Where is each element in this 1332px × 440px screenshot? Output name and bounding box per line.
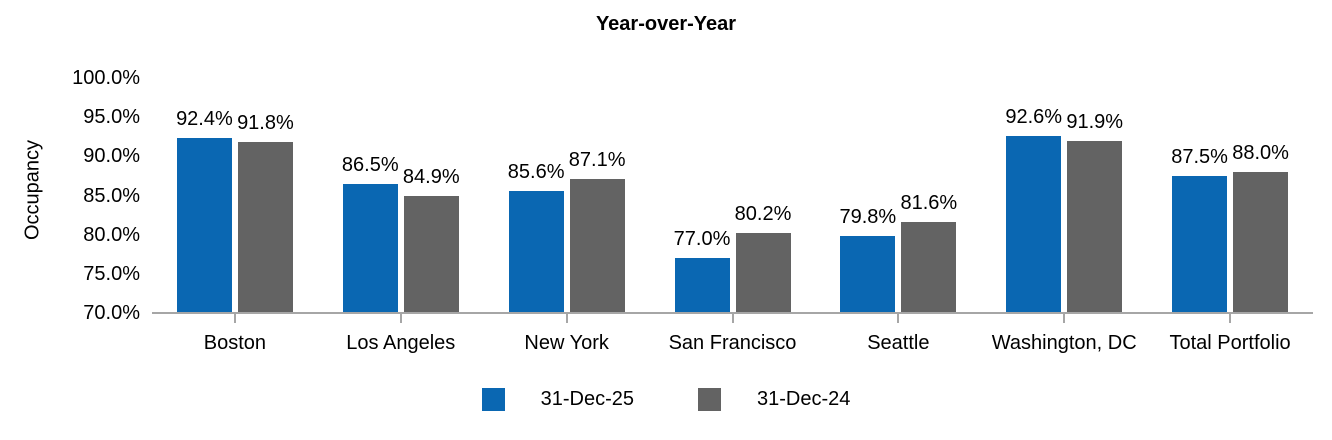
bar-31-Dec-24 bbox=[569, 179, 625, 314]
legend-swatch-31-Dec-25 bbox=[481, 388, 505, 411]
category-label: Seattle bbox=[867, 332, 930, 354]
x-axis-tick bbox=[399, 313, 402, 323]
y-tick-label: 85.0% bbox=[83, 184, 140, 207]
bar-31-Dec-24 bbox=[1233, 172, 1289, 314]
legend: 31-Dec-25 31-Dec-24 bbox=[0, 388, 1332, 411]
category-label: New York bbox=[524, 332, 609, 354]
bar-31-Dec-24 bbox=[403, 196, 459, 314]
data-label: 87.5% bbox=[1171, 145, 1228, 168]
data-label: 84.9% bbox=[402, 166, 460, 189]
bar-31-Dec-25 bbox=[508, 190, 564, 314]
x-axis-tick bbox=[897, 313, 900, 323]
bar-31-Dec-25 bbox=[1172, 175, 1228, 314]
x-axis-tick bbox=[1063, 313, 1066, 323]
bar-31-Dec-24 bbox=[735, 233, 791, 314]
bar-31-Dec-25 bbox=[674, 258, 730, 314]
legend-swatch-31-Dec-24 bbox=[698, 388, 721, 411]
bar-31-Dec-24 bbox=[901, 222, 957, 314]
x-axis-tick bbox=[565, 313, 568, 323]
category-label: San Francisco bbox=[668, 332, 797, 354]
x-axis-line bbox=[152, 312, 1313, 314]
data-label: 77.0% bbox=[673, 228, 731, 251]
data-label: 92.4% bbox=[176, 107, 233, 130]
x-axis-tick bbox=[1229, 313, 1232, 323]
category-label: Total Portfolio bbox=[1169, 332, 1291, 354]
bar-31-Dec-24 bbox=[237, 142, 293, 314]
bar-31-Dec-25 bbox=[840, 236, 896, 314]
data-label: 92.6% bbox=[1005, 105, 1063, 128]
x-axis-tick bbox=[233, 313, 236, 323]
bar-31-Dec-25 bbox=[342, 183, 398, 314]
data-label: 91.8% bbox=[237, 112, 294, 135]
legend-item: 31-Dec-25 bbox=[481, 388, 634, 411]
category-label: Boston bbox=[203, 332, 267, 354]
legend-item: 31-Dec-24 bbox=[698, 388, 850, 411]
legend-label: 31-Dec-24 bbox=[757, 388, 851, 410]
y-tick-label: 100.0% bbox=[72, 67, 140, 89]
data-label: 91.9% bbox=[1066, 111, 1124, 134]
bar-31-Dec-24 bbox=[1067, 141, 1123, 314]
y-tick-label: 80.0% bbox=[83, 223, 140, 246]
category-label: Los Angeles bbox=[346, 332, 456, 354]
data-label: 81.6% bbox=[900, 192, 958, 215]
category-label: Washington, DC bbox=[991, 332, 1137, 354]
data-label: 87.1% bbox=[568, 149, 626, 172]
bar-31-Dec-25 bbox=[176, 137, 232, 314]
data-label: 80.2% bbox=[734, 203, 792, 226]
x-axis-tick bbox=[731, 313, 734, 323]
y-tick-label: 95.0% bbox=[83, 106, 140, 129]
legend-label: 31-Dec-25 bbox=[540, 388, 634, 410]
data-label: 79.8% bbox=[839, 206, 897, 229]
y-tick-label: 75.0% bbox=[83, 262, 140, 285]
data-label: 86.5% bbox=[341, 153, 399, 176]
data-label: 88.0% bbox=[1232, 142, 1289, 164]
y-tick-label: 70.0% bbox=[83, 302, 140, 324]
chart-title: Year-over-Year bbox=[595, 13, 737, 35]
data-label: 85.6% bbox=[507, 160, 565, 183]
y-tick-label: 90.0% bbox=[83, 145, 140, 168]
bar-31-Dec-25 bbox=[1006, 135, 1062, 314]
